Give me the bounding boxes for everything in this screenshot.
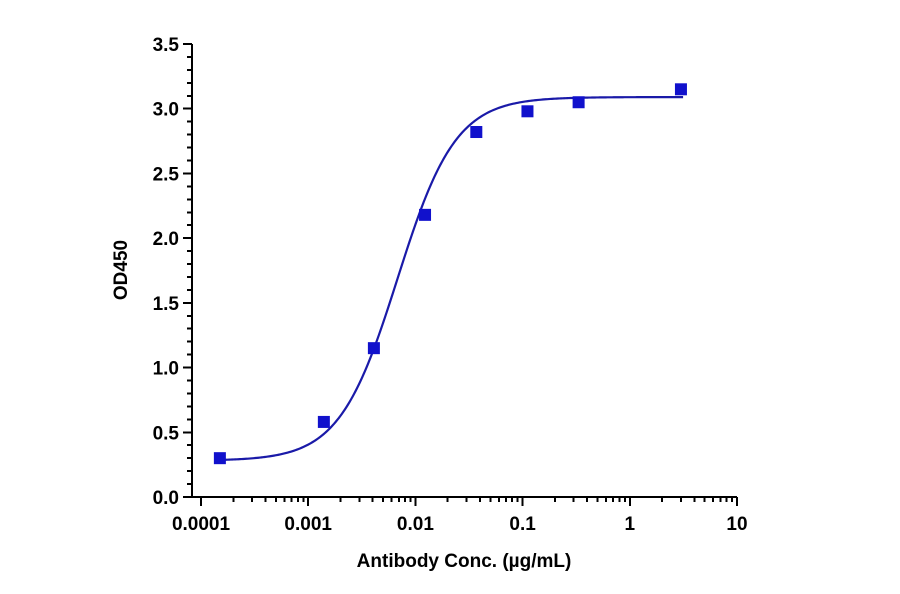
data-point xyxy=(419,208,432,221)
y-tick-label: 2.5 xyxy=(153,164,180,185)
data-point xyxy=(317,415,330,428)
axes: 0.0 0.5 1.0 1.5 2.0 2.5 3.0 3.5 0.0001 0.001 0.01 0… xyxy=(153,35,748,535)
x-tick-label: 0.1 xyxy=(509,514,536,535)
y-tick-label: 1.0 xyxy=(153,359,179,380)
y-tick-label: 2.0 xyxy=(153,229,179,250)
data-point xyxy=(367,342,380,355)
x-axis-title: Antibody Conc. (µg/mL) xyxy=(357,551,572,572)
y-tick-label: 0.5 xyxy=(153,423,180,444)
x-tick-label: 0.001 xyxy=(284,514,332,535)
y-tick-label: 1.5 xyxy=(153,294,180,315)
data-point xyxy=(470,126,483,139)
data-point xyxy=(521,105,534,118)
data-point xyxy=(213,452,226,465)
x-tick-label: 0.01 xyxy=(397,514,434,535)
y-tick-label: 0.0 xyxy=(153,488,179,509)
fit-curve-line xyxy=(219,95,684,462)
fit-curve-layer xyxy=(219,95,684,462)
data-point xyxy=(572,96,585,109)
x-tick-label: 0.0001 xyxy=(172,514,231,535)
y-tick-label: 3.0 xyxy=(153,100,179,121)
data-point xyxy=(674,83,687,96)
x-tick-label: 10 xyxy=(726,514,747,535)
y-tick-label: 3.5 xyxy=(153,35,180,56)
x-tick-label: 1 xyxy=(625,514,636,535)
y-axis-title: OD450 xyxy=(111,240,132,300)
data-points xyxy=(213,83,687,465)
